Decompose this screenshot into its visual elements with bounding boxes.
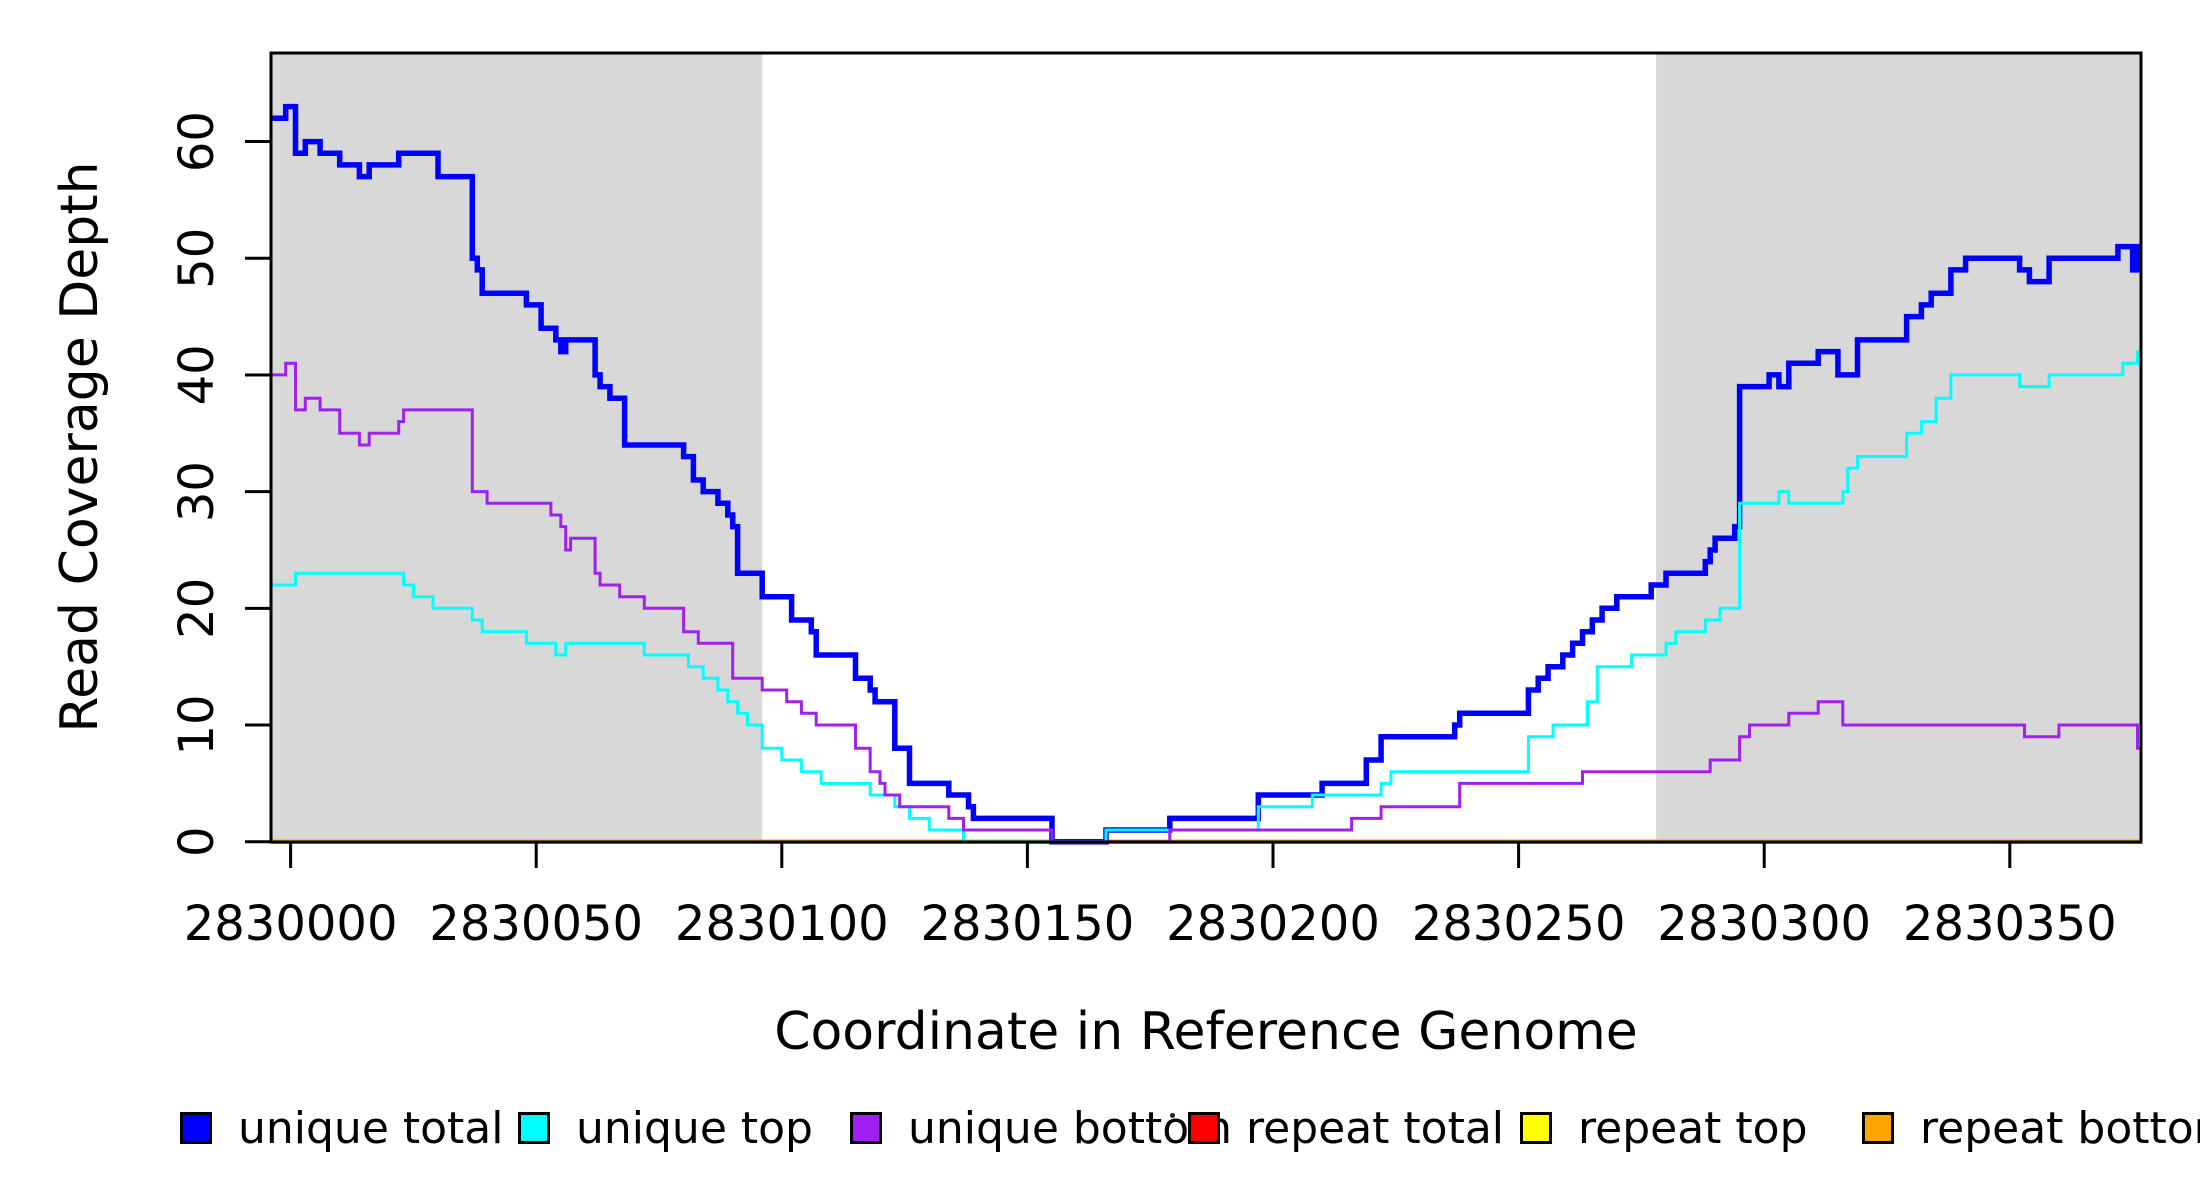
x-tick-label: 2830200: [1166, 896, 1380, 952]
series-line-unique-top: [271, 350, 2143, 844]
y-tick-label: 20: [169, 578, 225, 639]
x-tick-label: 2830100: [675, 896, 889, 952]
y-tick-label: 40: [169, 344, 225, 405]
shaded-region: [271, 53, 763, 842]
y-tick-label: 60: [169, 111, 225, 172]
y-tick-label: 10: [169, 694, 225, 755]
series-line-unique-bottom: [271, 361, 2143, 844]
y-tick-label: 50: [169, 228, 225, 289]
x-tick-label: 2830050: [429, 896, 643, 952]
stray-dot-artifact: [1170, 1113, 1175, 1118]
x-axis-title: Coordinate in Reference Genome: [774, 1002, 1638, 1062]
x-tick-label: 2830000: [184, 896, 398, 952]
x-tick-label: 2830150: [921, 896, 1135, 952]
x-tick-label: 2830300: [1657, 896, 1871, 952]
x-tick-label: 2830350: [1903, 896, 2117, 952]
x-tick-label: 2830250: [1412, 896, 1626, 952]
plot-border: [269, 51, 2143, 844]
y-tick-label: 30: [169, 461, 225, 522]
y-tick-label: 0: [169, 826, 225, 857]
y-axis-title: Read Coverage Depth: [50, 161, 110, 733]
